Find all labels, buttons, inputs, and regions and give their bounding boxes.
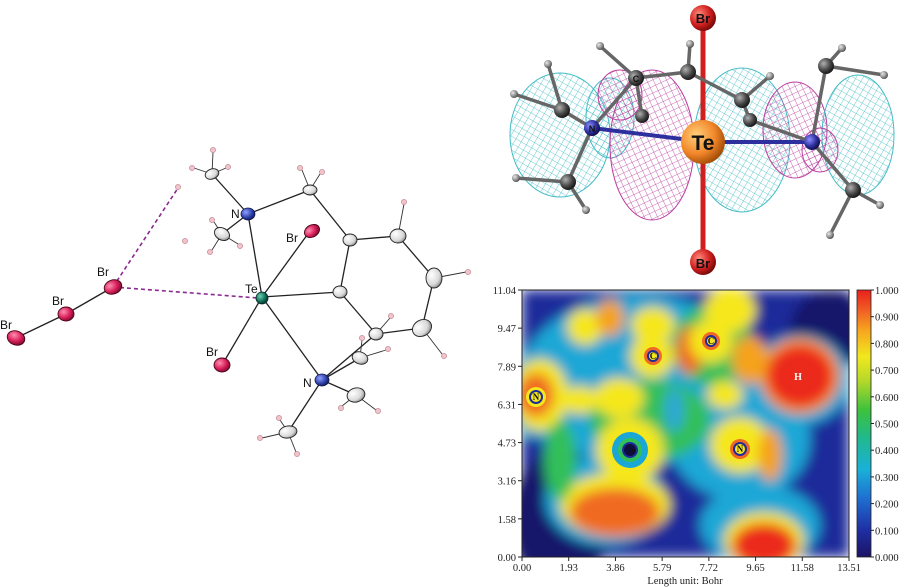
br-atom-3	[103, 279, 123, 295]
elf-x-tick-label: 7.72	[700, 563, 718, 574]
bromine-atoms	[6, 223, 320, 373]
atom-label-br3: Br	[97, 265, 109, 279]
elf-y-tick-label: 7.89	[498, 362, 516, 373]
br-atom-5	[213, 357, 231, 373]
elf-colorbar-tick-label: 0.300	[875, 473, 899, 484]
elf-marker-h: H	[794, 372, 802, 383]
atom-label-br1: Br	[0, 318, 12, 332]
c-atom-3d-4	[680, 64, 696, 80]
c-atom-3d-9	[635, 109, 649, 123]
br-atom-2	[57, 306, 75, 322]
elf-y-tick-label: 1.58	[498, 515, 516, 526]
elf-colorbar	[856, 289, 872, 558]
orbital-isosurface-panel: Br Br Te C N	[509, 5, 895, 275]
n-atom-3d-right	[804, 134, 820, 150]
orbital-label-n: N	[589, 124, 596, 134]
elf-colorbar-tick-label: 0.500	[875, 420, 899, 431]
hydrogen-atoms	[175, 147, 471, 457]
elf-marker-n-left: N	[533, 392, 540, 402]
elf-marker-te: Te	[626, 445, 635, 455]
br-atom-3d-bottom	[690, 249, 716, 275]
elf-y-tick-label: 11.04	[493, 286, 517, 297]
orbital-label-c: C	[633, 74, 640, 84]
c-atom-3d-3	[628, 70, 644, 86]
c-atom-3d-2	[560, 174, 576, 190]
elf-map-axes: 0.00 1.93 3.86 5.79 7.72 9.65 11.58 13.51 0.00 1.…	[493, 286, 861, 574]
elf-map-frame	[521, 289, 850, 558]
elf-x-axis-label: Length unit: Bohr	[647, 576, 723, 587]
elf-marker-c2: C	[708, 336, 715, 346]
orbital-label-br-top: Br	[696, 11, 710, 26]
elf-y-tick-label: 4.73	[498, 439, 516, 450]
elf-colorbar-tick-label: 1.000	[875, 286, 899, 297]
elf-colorbar-tick-label: 0.700	[875, 366, 899, 377]
elf-colorbar-tick-label: 0.100	[875, 526, 899, 537]
elf-x-tick-label: 3.86	[606, 563, 624, 574]
structure-bonds	[15, 173, 435, 433]
n-atom-2	[314, 373, 330, 387]
elf-y-tick-label: 6.31	[498, 400, 516, 411]
elf-map-panel: N C C H Te N 0.00 1.93 3.86 5.79 7.72 9.65 11.…	[493, 286, 899, 587]
te-atom-3d	[681, 120, 725, 164]
elf-y-tick-label: 0.00	[498, 553, 516, 564]
atom-label-te: Te	[245, 282, 258, 296]
orbital-atoms	[510, 5, 888, 275]
elf-atom-cores	[526, 332, 750, 468]
elf-y-tick-label: 9.47	[498, 324, 516, 335]
elf-x-tick-label: 9.65	[746, 563, 764, 574]
elf-x-tick-label: 5.79	[653, 563, 671, 574]
elf-colorbar-tick-label: 0.400	[875, 446, 899, 457]
atom-label-n2: N	[303, 376, 312, 390]
orbital-label-te: Te	[692, 132, 715, 155]
elf-colorbar-tick-label: 0.600	[875, 393, 899, 404]
te-atom	[255, 291, 269, 305]
carbon-atoms	[204, 168, 443, 439]
n-atom-1	[240, 207, 256, 221]
c-atom-3d-7	[845, 182, 861, 198]
br-atom-4	[304, 223, 320, 239]
orbital-label-br-bottom: Br	[696, 256, 710, 271]
atom-label-br4: Br	[286, 231, 298, 245]
elf-colorbar-tick-label: 0.200	[875, 500, 899, 511]
c-atom-3d-8	[743, 113, 757, 127]
elf-colorbar-ticks: 0.000 0.100 0.200 0.300 0.400 0.500 0.600 0.700…	[871, 286, 899, 564]
n-atom-3d-left	[584, 120, 600, 136]
elf-marker-c1: C	[650, 351, 657, 361]
elf-x-tick-label: 1.93	[560, 563, 578, 574]
c-atom-3d-1	[554, 102, 570, 118]
elf-x-tick-label: 13.51	[837, 563, 861, 574]
elf-x-tick-label: 0.00	[513, 563, 531, 574]
elf-colorbar-tick-label: 0.800	[875, 339, 899, 350]
halogen-contacts	[112, 187, 259, 299]
atom-label-br5: Br	[206, 345, 218, 359]
c-atom-3d-5	[734, 92, 750, 108]
br-atom-1	[6, 330, 26, 346]
elf-colorbar-tick-label: 0.000	[875, 553, 899, 564]
br-atom-3d-top	[690, 5, 716, 31]
elf-y-tick-label: 3.16	[498, 477, 516, 488]
elf-map-plot: N C C H Te N	[522, 290, 849, 557]
atom-label-n1: N	[231, 207, 240, 221]
elf-colorbar-tick-label: 0.900	[875, 313, 899, 324]
hydrogen-bonds	[193, 151, 467, 453]
crystal-structure-panel: Br Br Br Br Br Te N N	[0, 147, 471, 457]
atom-label-br2: Br	[52, 294, 64, 308]
elf-marker-n-right: N	[737, 444, 744, 454]
elf-x-tick-label: 11.58	[791, 563, 814, 574]
c-atom-3d-6	[818, 58, 834, 74]
